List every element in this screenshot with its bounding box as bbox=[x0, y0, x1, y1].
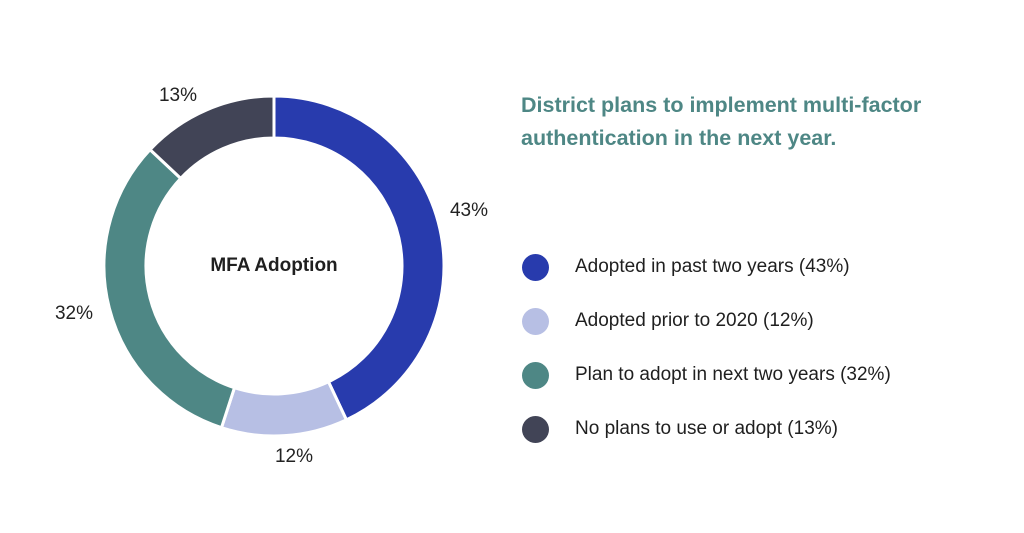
donut-slice bbox=[147, 94, 276, 181]
legend-label: No plans to use or adopt (13%) bbox=[575, 418, 838, 439]
legend-item: No plans to use or adopt (13%) bbox=[522, 412, 891, 446]
legend-label: Plan to adopt in next two years (32%) bbox=[575, 364, 891, 385]
legend-swatch-icon bbox=[522, 307, 549, 335]
legend-swatch-icon bbox=[522, 361, 549, 389]
legend-swatch-icon bbox=[522, 415, 549, 443]
legend-item: Plan to adopt in next two years (32%) bbox=[522, 358, 891, 392]
slice-label-plan-to-adopt: 32% bbox=[54, 303, 94, 324]
donut-slice bbox=[219, 379, 349, 438]
legend-swatch-icon bbox=[522, 253, 549, 281]
donut-center-label: MFA Adoption bbox=[210, 255, 338, 276]
legend-item: Adopted in past two years (43%) bbox=[522, 250, 891, 284]
legend-item: Adopted prior to 2020 (12%) bbox=[522, 304, 891, 338]
donut-slice bbox=[102, 147, 237, 430]
slice-label-adopted-past-two-years: 43% bbox=[449, 200, 489, 221]
legend-label: Adopted in past two years (43%) bbox=[575, 256, 850, 277]
slice-label-no-plans: 13% bbox=[158, 85, 198, 106]
slice-label-adopted-prior-2020: 12% bbox=[274, 446, 314, 467]
legend-label: Adopted prior to 2020 (12%) bbox=[575, 310, 814, 331]
legend: Adopted in past two years (43%) Adopted … bbox=[522, 250, 891, 466]
chart-title: District plans to implement multi-factor… bbox=[521, 93, 922, 150]
donut-slice bbox=[272, 94, 446, 422]
